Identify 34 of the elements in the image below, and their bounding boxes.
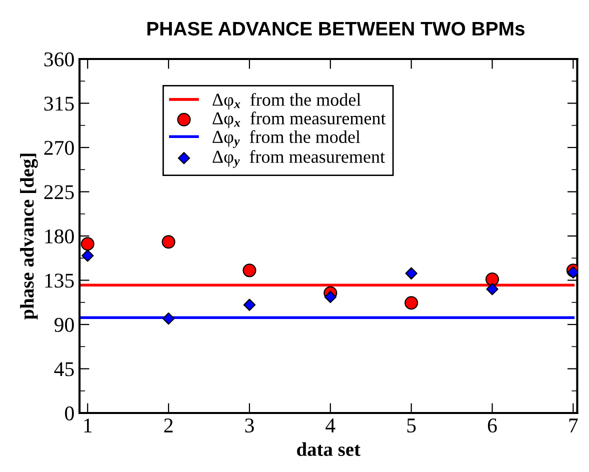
point — [486, 282, 498, 296]
y-tick-label: 360 — [44, 52, 74, 66]
point — [243, 298, 256, 311]
y-tick-label: 180 — [45, 229, 74, 244]
legend-label: Δφ$_{y}$ from the model — [212, 130, 360, 148]
point — [162, 312, 175, 325]
point — [404, 296, 418, 310]
x-tick-label: 4 — [326, 418, 336, 432]
y-tick-label: 135 — [45, 274, 74, 288]
x-tick-label: 1 — [84, 418, 92, 432]
y-axis-title: phase advance [deg] — [20, 154, 38, 320]
y-tick-label: 90 — [54, 318, 74, 332]
x-tick-label: 3 — [245, 418, 254, 433]
legend-label: Δφ$_{x}$ from the model — [212, 92, 361, 110]
point — [242, 264, 256, 278]
y-tick-label: 315 — [44, 96, 74, 111]
x-tick-label: 2 — [164, 418, 173, 432]
point — [324, 290, 336, 304]
chart-title: PHASE ADVANCE BETWEEN TWO BPMs — [147, 22, 525, 36]
y-tick-label: 225 — [44, 185, 74, 200]
x-axis-title: data set — [297, 442, 360, 456]
y-tick-label: 45 — [54, 362, 74, 376]
legend-label: Δφ$_{x}$ from measurement — [212, 112, 386, 128]
point — [162, 235, 176, 249]
y-tick-label: 270 — [44, 140, 74, 155]
point — [81, 250, 94, 262]
x-tick-label: 5 — [407, 418, 416, 433]
x-tick-label: 6 — [488, 418, 497, 433]
y-tick-label: 0 — [65, 406, 74, 420]
x-tick-label: 7 — [569, 418, 578, 432]
point — [405, 267, 418, 280]
point — [80, 237, 94, 251]
legend-label: Δφ$_{y}$ from measurement — [212, 150, 385, 168]
point — [485, 272, 500, 286]
